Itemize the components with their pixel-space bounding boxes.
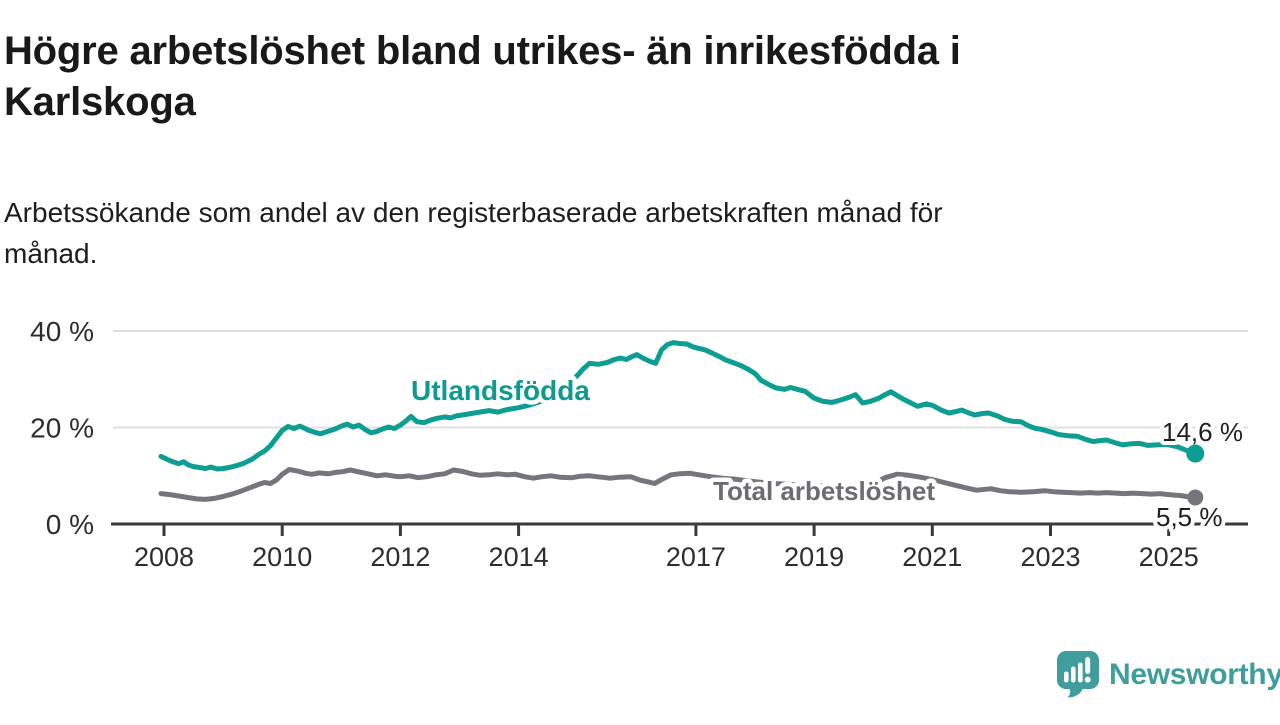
series-end-dot-1	[1187, 489, 1204, 506]
chart-title-line-2: Karlskoga	[4, 80, 196, 124]
series-label-1: Total arbetslöshet	[713, 476, 935, 506]
x-tick-label-2017: 2017	[666, 542, 726, 572]
x-tick-label-2021: 2021	[902, 542, 962, 572]
chart-title-line-1: Högre arbetslöshet bland utrikes- än inr…	[4, 29, 961, 73]
x-tick-label-2025: 2025	[1139, 542, 1199, 572]
speech-bubble-bar-chart-icon	[1057, 651, 1099, 698]
series-label-0: Utlandsfödda	[411, 375, 590, 406]
chart-title: Högre arbetslöshet bland utrikes- än inr…	[4, 26, 1204, 128]
chart-subtitle-line-2: månad.	[4, 238, 98, 269]
y-tick-label-40: 40 %	[30, 316, 94, 347]
y-tick-label-0: 0 %	[46, 509, 94, 540]
x-tick-label-2010: 2010	[252, 542, 312, 572]
x-tick-label-2019: 2019	[784, 542, 844, 572]
chart-header: Högre arbetslöshet bland utrikes- än inr…	[4, 26, 1204, 128]
series-end-dot-0	[1186, 444, 1205, 463]
end-value-label-1: 5,5 %	[1156, 502, 1223, 532]
x-tick-label-2008: 2008	[134, 542, 194, 572]
x-axis: 2008 2010 2012 2014 2017 2019 2021 2023 2025	[111, 522, 1248, 572]
x-tick-label-2014: 2014	[489, 542, 549, 572]
y-axis: 0 % 20 % 40 %	[30, 316, 94, 540]
x-tick-label-2012: 2012	[370, 542, 430, 572]
newsworthy-wordmark: Newsworthy	[1109, 657, 1280, 691]
brand-logo: Newsworthy	[1056, 650, 1280, 699]
chart-subtitle: Arbetssökande som andel av den registerb…	[4, 192, 1204, 274]
y-tick-label-20: 20 %	[30, 413, 94, 444]
series-line-0	[158, 340, 1198, 472]
series-line-1	[158, 467, 1198, 502]
x-tick-label-2023: 2023	[1020, 542, 1080, 572]
newsworthy-icon	[1057, 651, 1099, 698]
end-value-label-0: 14,6 %	[1162, 417, 1243, 447]
chart-subtitle-line-1: Arbetssökande som andel av den registerb…	[4, 197, 943, 228]
